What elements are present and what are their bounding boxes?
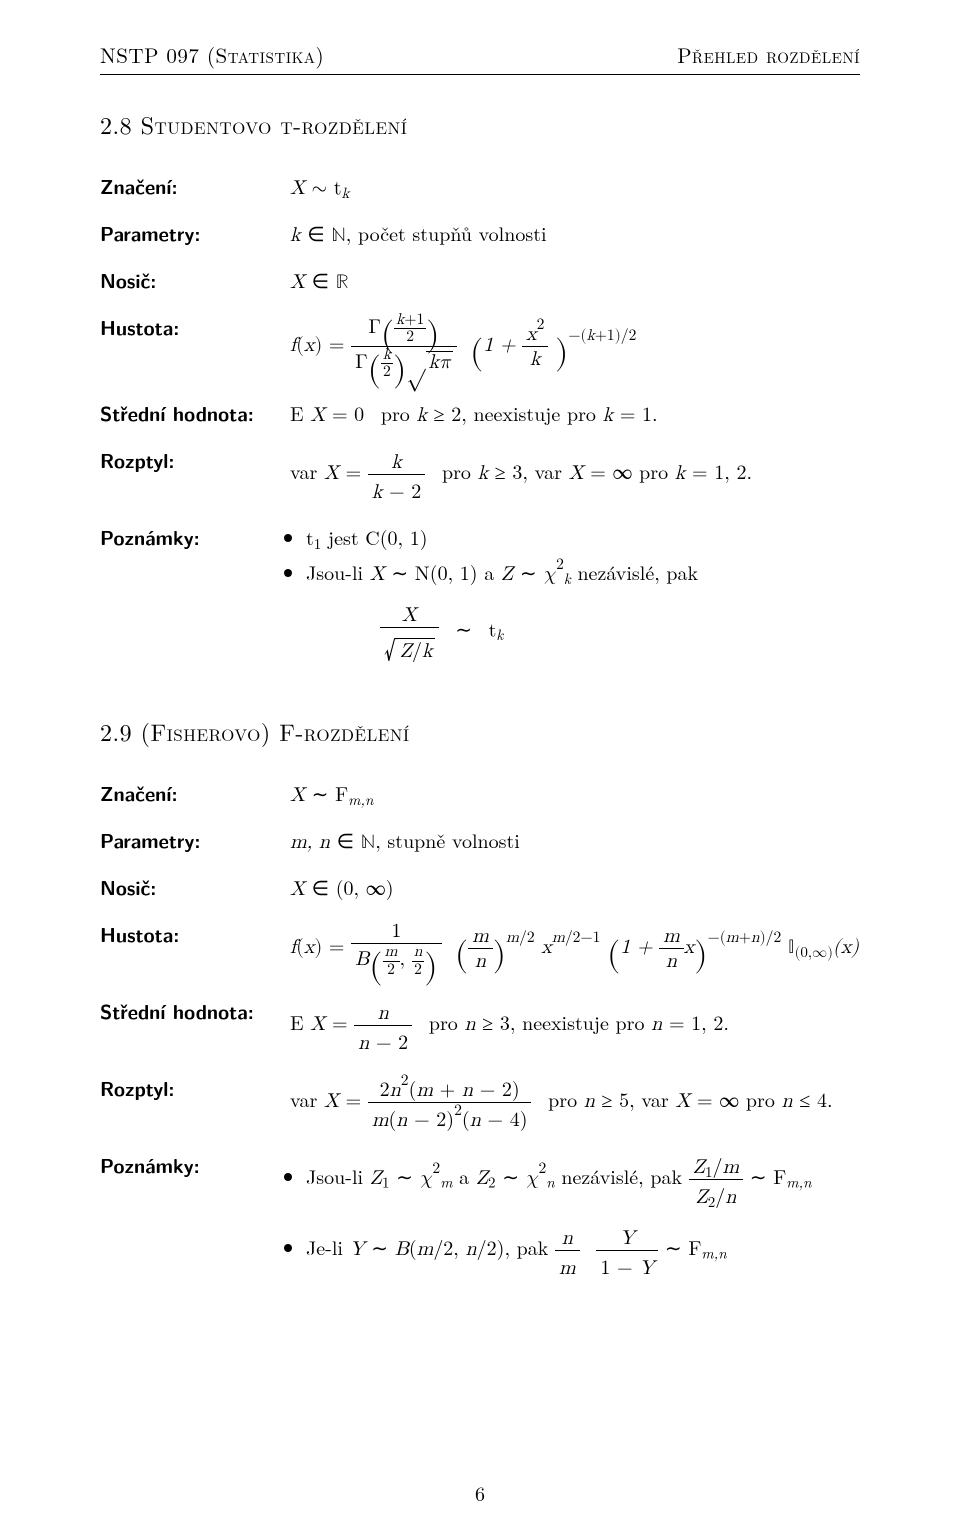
t-params: k ∈ ℕ, počet stupňů volnosti [290,218,860,247]
label-density: Hustota: [100,312,290,380]
label-density-f: Hustota: [100,919,290,978]
f-density: f(x) = 1 B(m2, n2) (mn)m/2 xm/2−1 (1 + m… [290,919,860,978]
f-notation: X ∼ Fm,n [290,778,860,807]
header-right: Přehled rozdělení [677,40,860,70]
label-notation: Značení: [100,171,290,200]
f-note-1: Jsou-li Z1 ∼ χ2m a Z2 ∼ χ2n nezávislé, p… [306,1150,860,1209]
f-notes: Jsou-li Z1 ∼ χ2m a Z2 ∼ χ2n nezávislé, p… [290,1150,860,1286]
section-f-heading: 2.9 (Fisherovo) F-rozdělení [100,714,860,748]
f-support: X ∈ (0, ∞) [290,872,860,901]
label-variance-f: Rozptyl: [100,1073,290,1132]
t-support: X ∈ ℝ [290,265,860,294]
label-notes-f: Poznámky: [100,1150,290,1286]
f-params: m, n ∈ ℕ, stupně volnosti [290,825,860,854]
label-mean-f: Střední hodnota: [100,996,290,1055]
running-header: NSTP 097 (Statistika) Přehled rozdělení [100,40,860,75]
t-notes: t1 jest C(0, 1) Jsou-li X ∼ N(0, 1) a Z … [290,522,860,684]
label-notes: Poznámky: [100,522,290,684]
t-note-formula: X √Z/k ∼ tk [380,598,860,666]
t-definition-table: Značení: X ∼ tk Parametry: k ∈ ℕ, počet … [100,171,860,684]
header-left: NSTP 097 (Statistika) [100,40,324,70]
t-variance: var X = kk − 2 pro k ≥ 3, var X = ∞ pro … [290,445,860,504]
f-variance: var X = 2n2(m + n − 2) m(n − 2)2(n − 4) … [290,1073,860,1132]
f-note-2: Je-li Y ∼ B(m/2, n/2), pak nm Y1 − Y ∼ F… [306,1221,860,1280]
t-mean: E X = 0 pro k ≥ 2, neexistuje pro k = 1. [290,398,860,427]
label-variance: Rozptyl: [100,445,290,504]
f-mean: E X = nn − 2 pro n ≥ 3, neexistuje pro n… [290,996,860,1055]
label-mean: Střední hodnota: [100,398,290,427]
label-notation-f: Značení: [100,778,290,807]
page: NSTP 097 (Statistika) Přehled rozdělení … [0,0,960,1537]
label-support-f: Nosič: [100,872,290,901]
t-density: f(x) = Γ(k+12) Γ(k2)√kπ (1 + x2k )−(k+1)… [290,312,860,380]
section-t-heading: 2.8 Studentovo t-rozdělení [100,107,860,141]
label-params-f: Parametry: [100,825,290,854]
label-support: Nosič: [100,265,290,294]
t-note-2: Jsou-li X ∼ N(0, 1) a Z ∼ χ2k nezávislé,… [306,557,860,586]
label-params: Parametry: [100,218,290,247]
t-notation: X ∼ tk [290,171,860,200]
t-note-1: t1 jest C(0, 1) [306,522,860,551]
page-number: 6 [0,1478,960,1507]
f-definition-table: Značení: X ∼ Fm,n Parametry: m, n ∈ ℕ, s… [100,778,860,1286]
